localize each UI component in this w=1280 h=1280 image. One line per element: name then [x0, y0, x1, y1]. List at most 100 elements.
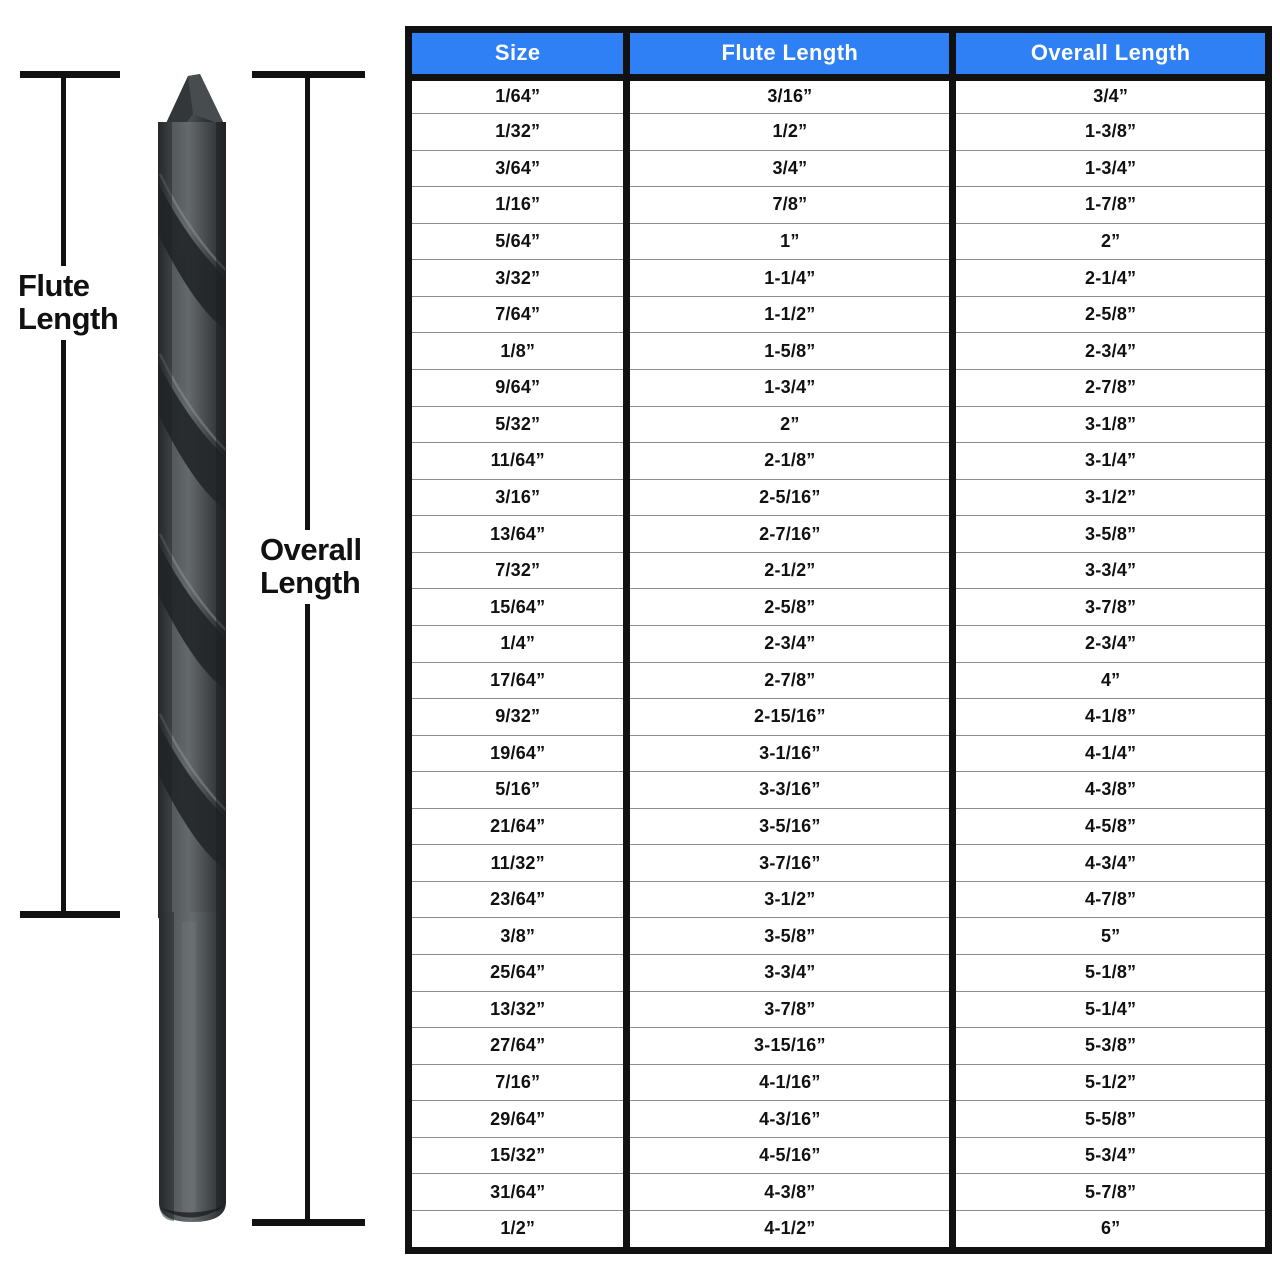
- table-row: 3/16” 2-5/16” 3-1/2”: [412, 479, 1265, 517]
- cell-size: 1/16”: [412, 186, 631, 224]
- cell-overall-length: 4-3/8”: [952, 771, 1265, 809]
- table-row: 27/64” 3-15/16” 5-3/8”: [412, 1027, 1265, 1065]
- cell-size: 5/16”: [412, 771, 631, 809]
- cell-size: 1/8”: [412, 332, 631, 370]
- flute-length-label: Flute Length: [16, 266, 136, 340]
- cell-flute-length: 4-3/16”: [626, 1100, 957, 1138]
- table-row: 5/16” 3-3/16” 4-3/8”: [412, 771, 1265, 809]
- table-row: 25/64” 3-3/4” 5-1/8”: [412, 954, 1265, 992]
- cell-flute-length: 2-7/16”: [626, 515, 957, 553]
- cell-size: 9/32”: [412, 698, 631, 736]
- twist-drill-bit-image: [130, 62, 260, 1232]
- table-row: 5/64” 1” 2”: [412, 223, 1265, 261]
- cell-overall-length: 3-3/4”: [952, 552, 1265, 590]
- cell-size: 1/32”: [412, 113, 631, 151]
- cell-size: 13/32”: [412, 991, 631, 1029]
- cell-size: 23/64”: [412, 881, 631, 919]
- table-row: 7/16” 4-1/16” 5-1/2”: [412, 1064, 1265, 1102]
- cell-size: 13/64”: [412, 515, 631, 553]
- table-row: 1/16” 7/8” 1-7/8”: [412, 186, 1265, 224]
- cell-size: 1/2”: [412, 1210, 631, 1247]
- cell-size: 5/32”: [412, 406, 631, 444]
- overall-dimension-bottom-cap: [252, 1219, 365, 1226]
- cell-overall-length: 4-3/4”: [952, 844, 1265, 882]
- cell-flute-length: 4-5/16”: [626, 1137, 957, 1175]
- cell-flute-length: 3-3/16”: [626, 771, 957, 809]
- cell-size: 15/64”: [412, 588, 631, 626]
- cell-overall-length: 4-7/8”: [952, 881, 1265, 919]
- cell-flute-length: 3/16”: [626, 77, 957, 115]
- cell-flute-length: 2-1/2”: [626, 552, 957, 590]
- cell-overall-length: 4”: [952, 662, 1265, 700]
- cell-size: 27/64”: [412, 1027, 631, 1065]
- cell-overall-length: 5-7/8”: [952, 1173, 1265, 1211]
- table-row: 1/64” 3/16” 3/4”: [412, 77, 1265, 115]
- table-row: 7/32” 2-1/2” 3-3/4”: [412, 552, 1265, 590]
- cell-flute-length: 2-3/4”: [626, 625, 957, 663]
- table-header: Size Flute Length Overall Length: [412, 33, 1265, 81]
- cell-size: 17/64”: [412, 662, 631, 700]
- cell-flute-length: 3/4”: [626, 150, 957, 188]
- table-row: 1/4” 2-3/4” 2-3/4”: [412, 625, 1265, 663]
- cell-overall-length: 3-1/4”: [952, 442, 1265, 480]
- cell-flute-length: 2-15/16”: [626, 698, 957, 736]
- table-row: 7/64” 1-1/2” 2-5/8”: [412, 296, 1265, 334]
- cell-size: 7/32”: [412, 552, 631, 590]
- cell-overall-length: 2-3/4”: [952, 625, 1265, 663]
- table-row: 13/32” 3-7/8” 5-1/4”: [412, 991, 1265, 1029]
- cell-size: 9/64”: [412, 369, 631, 407]
- cell-overall-length: 3-1/2”: [952, 479, 1265, 517]
- cell-flute-length: 1-1/2”: [626, 296, 957, 334]
- column-header-size[interactable]: Size: [412, 33, 631, 81]
- cell-flute-length: 4-1/16”: [626, 1064, 957, 1102]
- table-row: 3/8” 3-5/8” 5”: [412, 917, 1265, 955]
- cell-size: 31/64”: [412, 1173, 631, 1211]
- cell-flute-length: 1-5/8”: [626, 332, 957, 370]
- overall-dimension-line: [305, 71, 310, 1226]
- cell-overall-length: 2-1/4”: [952, 259, 1265, 297]
- cell-size: 21/64”: [412, 808, 631, 846]
- cell-flute-length: 3-3/4”: [626, 954, 957, 992]
- table-row: 5/32” 2” 3-1/8”: [412, 406, 1265, 444]
- cell-size: 1/64”: [412, 77, 631, 115]
- table-row: 1/2” 4-1/2” 6”: [412, 1210, 1265, 1247]
- cell-overall-length: 1-3/8”: [952, 113, 1265, 151]
- flute-dimension-top-cap: [20, 71, 120, 78]
- table-row: 3/32” 1-1/4” 2-1/4”: [412, 259, 1265, 297]
- cell-size: 15/32”: [412, 1137, 631, 1175]
- cell-size: 7/16”: [412, 1064, 631, 1102]
- table-row: 21/64” 3-5/16” 4-5/8”: [412, 808, 1265, 846]
- cell-flute-length: 3-5/8”: [626, 917, 957, 955]
- cell-size: 3/32”: [412, 259, 631, 297]
- cell-overall-length: 5-1/2”: [952, 1064, 1265, 1102]
- cell-overall-length: 2-3/4”: [952, 332, 1265, 370]
- cell-flute-length: 7/8”: [626, 186, 957, 224]
- column-header-flute-length[interactable]: Flute Length: [626, 33, 957, 81]
- cell-overall-length: 1-7/8”: [952, 186, 1265, 224]
- cell-flute-length: 1-3/4”: [626, 369, 957, 407]
- cell-overall-length: 4-1/4”: [952, 735, 1265, 773]
- table-row: 1/8” 1-5/8” 2-3/4”: [412, 332, 1265, 370]
- drill-bit-spec-table: Size Flute Length Overall Length 1/64” 3/…: [412, 33, 1265, 1247]
- column-header-overall-length[interactable]: Overall Length: [952, 33, 1265, 81]
- table-row: 9/32” 2-15/16” 4-1/8”: [412, 698, 1265, 736]
- cell-overall-length: 5-1/8”: [952, 954, 1265, 992]
- cell-size: 11/64”: [412, 442, 631, 480]
- cell-overall-length: 4-5/8”: [952, 808, 1265, 846]
- cell-overall-length: 6”: [952, 1210, 1265, 1247]
- table-row: 13/64” 2-7/16” 3-5/8”: [412, 515, 1265, 553]
- table-row: 1/32” 1/2” 1-3/8”: [412, 113, 1265, 151]
- drill-bit-diagram: Flute Length Overall Length: [0, 0, 400, 1280]
- cell-size: 19/64”: [412, 735, 631, 773]
- table-row: 3/64” 3/4” 1-3/4”: [412, 150, 1265, 188]
- cell-flute-length: 2-5/8”: [626, 588, 957, 626]
- drill-bit-spec-table-container: Size Flute Length Overall Length 1/64” 3/…: [405, 26, 1272, 1254]
- cell-overall-length: 3/4”: [952, 77, 1265, 115]
- cell-overall-length: 5-3/4”: [952, 1137, 1265, 1175]
- table-body: 1/64” 3/16” 3/4” 1/32” 1/2” 1-3/8” 3/64” 3/4” 1-…: [412, 77, 1265, 1247]
- table-row: 9/64” 1-3/4” 2-7/8”: [412, 369, 1265, 407]
- flute-dimension-line: [61, 71, 66, 918]
- cell-size: 3/64”: [412, 150, 631, 188]
- cell-overall-length: 2”: [952, 223, 1265, 261]
- cell-flute-length: 4-3/8”: [626, 1173, 957, 1211]
